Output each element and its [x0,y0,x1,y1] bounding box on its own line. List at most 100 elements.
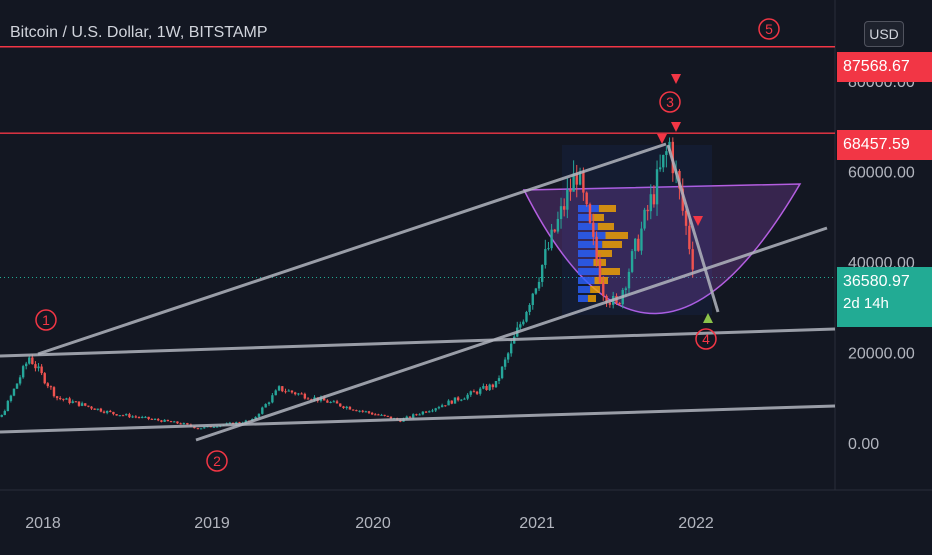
volume-profile-bar-down [597,223,614,230]
candle-down [598,260,602,283]
candle-down [293,392,297,395]
candle-up [212,426,216,428]
candle-up [364,411,368,413]
candle-up [506,353,510,360]
volume-profile-bar-down [601,268,620,275]
candle-up [627,271,631,289]
time-axis-pane [0,490,932,550]
candle-down [646,209,649,212]
candle-down [348,406,352,410]
candle-down [562,206,566,210]
candle-up [509,343,513,354]
candle-up [494,380,498,388]
candle-up [537,281,541,289]
candle-up [658,167,662,170]
candle-up [440,405,444,408]
candle-up [662,154,665,168]
volume-profile-bar-down [590,286,600,293]
candle-down [49,386,53,388]
candle-down [691,249,694,270]
candle-down [84,403,87,406]
candle-up [274,390,277,396]
currency-badge[interactable]: USD [864,21,904,47]
candle-up [624,288,628,290]
price-axis-tick-label: 0.00 [848,436,879,453]
volume-profile-bar-down [592,214,604,221]
candle-down [306,398,310,400]
candle-down [303,393,307,399]
candle-up [649,194,652,212]
candle-down [150,418,154,420]
wave-marker-label: 3 [666,94,674,110]
volume-profile-bar-down [587,295,596,302]
candle-up [544,249,547,265]
candle-down [68,398,71,403]
candle-down [157,419,160,421]
candle-up [244,420,248,423]
candle-up [460,399,463,401]
candle-down [102,411,106,413]
candle-down [74,401,78,403]
candle-up [71,401,74,403]
candle-down [553,229,556,232]
candle-down [444,405,447,407]
candle-up [547,248,550,250]
candle-down [147,416,150,419]
price-tag-level-ath: 68457.59 [837,130,932,160]
candle-up [531,293,534,306]
candle-up [497,378,501,381]
candle-up [203,427,206,429]
channel-lower-trendline [195,226,828,442]
wave-marker-circle [35,309,57,331]
candle-down [115,414,118,416]
candle-up [434,408,437,411]
candle-up [534,288,538,294]
candle-up [437,407,441,409]
channel-upper-trendline [37,142,667,356]
price-axis-tick-label: 100000.00 [848,0,924,1]
candle-down [688,225,691,250]
candle-down [456,397,460,401]
wave-marker-circle [695,328,717,350]
candle-up [358,410,361,412]
time-axis-tick-label: 2020 [355,515,391,532]
candle-down [605,295,608,303]
candle-down [34,364,37,369]
candle-down [472,391,476,393]
candle-down [40,366,43,374]
candle-up [463,398,466,400]
candle-up [18,377,22,384]
candle-down [415,414,418,416]
candle-down [377,414,380,416]
volume-profile-bar-up [578,259,594,266]
candle-down [374,414,377,416]
candle-up [163,419,166,422]
candle-up [634,238,637,252]
candle-up [345,406,348,409]
wave-marker-label: 5 [765,21,773,37]
candle-down [300,393,303,395]
candle-down [160,420,163,422]
candle-down [569,189,572,192]
candle-up [418,414,421,416]
candle-up [421,411,425,415]
candle-up [271,395,274,403]
candle-down [361,410,364,412]
candle-down [424,411,428,413]
sell-signal-triangle [671,122,681,132]
candle-up [9,395,13,401]
candle-up [500,366,504,379]
candle-down [166,419,170,422]
candle-down [55,396,59,399]
candle-down [367,411,371,413]
candle-down [592,222,595,237]
candle-down [595,236,598,261]
candle-up [428,411,431,413]
candle-up [525,311,528,322]
candle-up [21,366,25,378]
candle-down [176,421,179,424]
candle-down [383,414,386,416]
candle-down [575,173,578,185]
